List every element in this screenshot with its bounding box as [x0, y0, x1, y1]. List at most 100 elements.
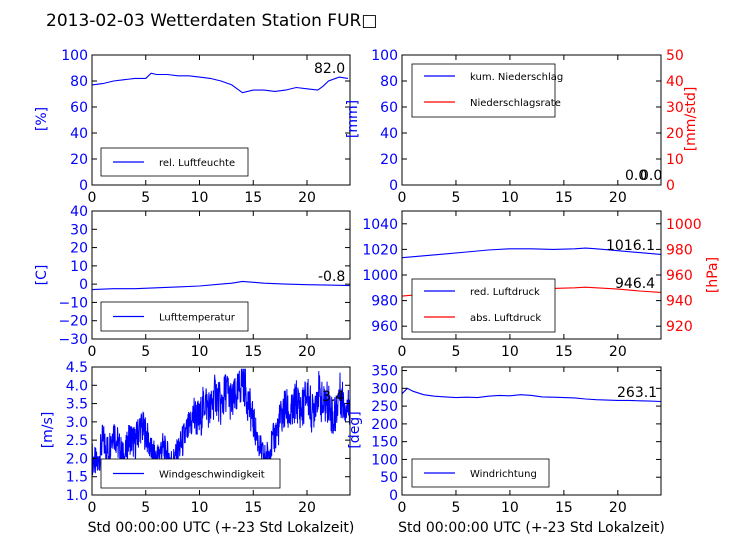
xtick-label: 20 [609, 500, 627, 516]
ytick-label: 200 [371, 417, 398, 433]
ytick-label: 960 [371, 319, 398, 335]
y2tick-label: 0 [666, 178, 675, 194]
axes-frame-humidity [91, 54, 351, 186]
xtick-label: 15 [555, 344, 573, 360]
xtick-label: 0 [88, 190, 97, 206]
legend-box [411, 278, 556, 333]
ytick-label: 1020 [362, 242, 398, 258]
value-annotation-secondary: 946.4 [615, 276, 655, 292]
xtick-label: 15 [244, 190, 262, 206]
ytick-label: −30 [58, 332, 88, 348]
ytick-label: 50 [380, 470, 398, 486]
ytick-label: 0 [389, 178, 398, 194]
xtick-label: 20 [298, 344, 316, 360]
ytick-label: 60 [380, 100, 398, 116]
x-axis-label: Std 00:00:00 UTC (+-23 Std Lokalzeit) [88, 520, 355, 536]
xtick-label: 5 [451, 500, 460, 516]
series-humidity-0 [91, 72, 348, 94]
ytick-label: 2.5 [66, 433, 88, 449]
xtick-label: 0 [398, 190, 407, 206]
ytick-label: 80 [380, 74, 398, 90]
ytick-label: 3.5 [66, 397, 88, 413]
ytick-label: 60 [70, 100, 88, 116]
ytick-label: 150 [371, 435, 398, 451]
y2tick-label: 980 [666, 242, 693, 258]
ytick-label: 1.0 [66, 488, 88, 504]
ytick-label: 80 [70, 74, 88, 90]
xtick-label: 10 [501, 500, 519, 516]
legend-label: Windrichtung [470, 469, 537, 480]
ytick-label: 1.5 [66, 470, 88, 486]
xtick-label: 15 [555, 190, 573, 206]
xtick-label: 15 [244, 344, 262, 360]
figure-title: 2013-02-03 Wetterdaten Station FUR□ [46, 11, 377, 31]
legend-label: rel. Luftfeuchte [159, 158, 235, 169]
series-pressure-0 [401, 247, 662, 259]
xtick-label: 20 [298, 500, 316, 516]
legend-label: kum. Niederschlag [470, 72, 563, 83]
xtick-label: 20 [609, 344, 627, 360]
xtick-label: 15 [555, 500, 573, 516]
y2tick-label: 920 [666, 319, 693, 335]
ytick-label: 0 [389, 488, 398, 504]
xtick-label: 5 [451, 190, 460, 206]
panel-precipitation: 0 20 40 60 80 100 0 10 20 30 40 50 [mm/std] 0 5 10 15 20 [… [345, 48, 699, 206]
ytick-label: 0 [79, 178, 88, 194]
value-annotation: 3.4 [322, 389, 344, 405]
y2tick-label: 20 [666, 126, 684, 142]
y-axis-label: [%] [34, 107, 50, 131]
ytick-label: 1000 [362, 268, 398, 284]
y-axis-label: [deg] [347, 411, 363, 448]
ytick-label: −20 [58, 314, 88, 330]
xtick-label: 10 [501, 344, 519, 360]
xtick-label: 10 [501, 190, 519, 206]
ytick-label: 20 [70, 152, 88, 168]
ytick-label: 100 [61, 48, 88, 64]
y2tick-label: 50 [666, 48, 684, 64]
y2tick-label: 30 [666, 100, 684, 116]
axes-frame-temperature [91, 210, 351, 340]
value-annotation: 263.1 [617, 385, 657, 401]
ytick-label: 40 [70, 204, 88, 220]
series-winddirection-0 [401, 387, 662, 403]
value-annotation: 82.0 [314, 61, 345, 77]
y2tick-label: 940 [666, 294, 693, 310]
ytick-label: 1040 [362, 217, 398, 233]
panel-pressure: 9609801000102010409209409609801000[hPa]0… [362, 210, 721, 360]
y-axis-label: [C] [34, 265, 50, 286]
y-axis-label: [mm] [345, 100, 361, 138]
series-windspeed-0 [91, 368, 351, 477]
ytick-label: 20 [380, 152, 398, 168]
xtick-label: 15 [244, 500, 262, 516]
xtick-label: 5 [451, 344, 460, 360]
xtick-label: 0 [398, 500, 407, 516]
x-axis-label: Std 00:00:00 UTC (+-23 Std Lokalzeit) [398, 520, 665, 536]
xtick-label: 10 [191, 190, 209, 206]
xtick-label: 10 [191, 500, 209, 516]
axes-frame-precipitation [401, 54, 662, 186]
xtick-label: 20 [609, 190, 627, 206]
axes-frame-windspeed [91, 366, 351, 496]
panel-temperature: −30 −20 −10 0 10 20 30 40 0 5 10 15 20 [C] Lufttempera… [34, 204, 351, 360]
ytick-label: 980 [371, 294, 398, 310]
legend-label: abs. Luftdruck [470, 313, 541, 324]
panel-windspeed: 1.0 1.5 2.0 2.5 3.0 3.5 4.0 4.5 0 5 10 15 20 [m/s] Std… [40, 360, 354, 536]
legend-label: red. Luftdruck [470, 287, 540, 298]
legend-box [411, 63, 556, 118]
xtick-label: 20 [298, 190, 316, 206]
ytick-label: 100 [371, 452, 398, 468]
y2tick-label: 10 [666, 152, 684, 168]
y2tick-label: 1000 [666, 217, 702, 233]
ytick-label: 4.0 [66, 378, 88, 394]
value-annotation-secondary: 0.0 [640, 168, 662, 184]
y2tick-label: 960 [666, 268, 693, 284]
xtick-label: 5 [141, 500, 150, 516]
ytick-label: 10 [70, 259, 88, 275]
y2-axis-label: [mm/std] [683, 87, 699, 152]
legend-label: Windgeschwindigkeit [159, 470, 265, 481]
ytick-label: −10 [58, 295, 88, 311]
ytick-label: 300 [371, 381, 398, 397]
ytick-label: 40 [70, 126, 88, 142]
xtick-label: 10 [191, 344, 209, 360]
